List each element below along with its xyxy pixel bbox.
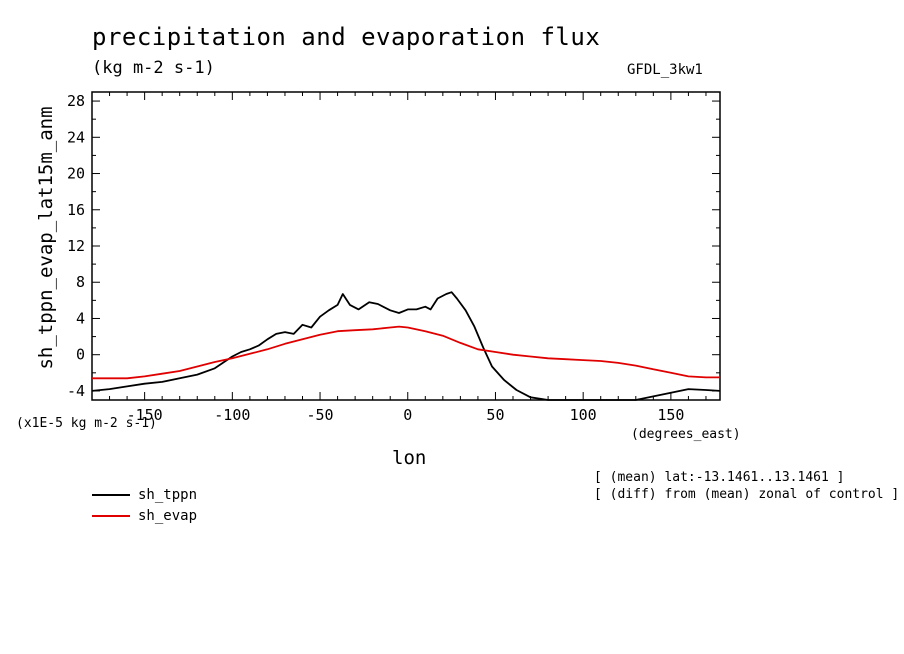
series-line-sh-tppn xyxy=(91,291,721,401)
y-units-label: (x1E-5 kg m-2 s-1) xyxy=(16,416,157,431)
x-tick-label: -100 xyxy=(214,406,250,424)
chart-title: precipitation and evaporation flux xyxy=(92,23,601,51)
y-tick-label: -4 xyxy=(67,382,85,400)
diff-note: [ (diff) from (mean) zonal of control ] xyxy=(594,487,900,502)
model-label: GFDL_3kw1 xyxy=(627,62,703,78)
x-units-label: (degrees_east) xyxy=(631,427,741,442)
legend-label-sh-tppn: sh_tppn xyxy=(138,487,198,503)
y-tick-label: 28 xyxy=(67,92,85,110)
tick-labels: -150 -100 -50 0 50 100 150 -4 0 4 8 12 16 20 24 28 xyxy=(67,92,684,424)
y-tick-label: 8 xyxy=(76,273,85,291)
legend-swatch-sh-tppn xyxy=(92,494,130,496)
x-tick-label: 50 xyxy=(486,406,504,424)
series-line-sh-evap xyxy=(92,325,720,380)
x-axis-label: lon xyxy=(392,447,427,469)
x-tick-label: -150 xyxy=(127,406,163,424)
y-tick-label: 12 xyxy=(67,237,85,255)
chart-subtitle: (kg m-2 s-1) xyxy=(92,58,215,78)
x-tick-label: 150 xyxy=(657,406,684,424)
axes xyxy=(91,91,721,401)
y-tick-label: 24 xyxy=(67,128,85,146)
tick-marks xyxy=(91,92,720,400)
y-axis-label: sh_tppn_evap_lat15m_anm xyxy=(35,106,57,369)
legend-swatch-sh-evap xyxy=(92,515,130,517)
x-tick-label: -50 xyxy=(306,406,333,424)
y-tick-label: 0 xyxy=(76,346,85,364)
mean-note: [ (mean) lat:-13.1461..13.1461 ] xyxy=(594,470,845,485)
legend-label-sh-evap: sh_evap xyxy=(138,508,198,524)
plot-frame xyxy=(91,91,721,401)
y-tick-label: 20 xyxy=(67,165,85,183)
y-tick-label: 16 xyxy=(67,201,85,219)
x-tick-label: 0 xyxy=(403,406,412,424)
series-lines xyxy=(91,291,721,401)
y-tick-label: 4 xyxy=(76,309,85,327)
x-tick-label: 100 xyxy=(570,406,597,424)
